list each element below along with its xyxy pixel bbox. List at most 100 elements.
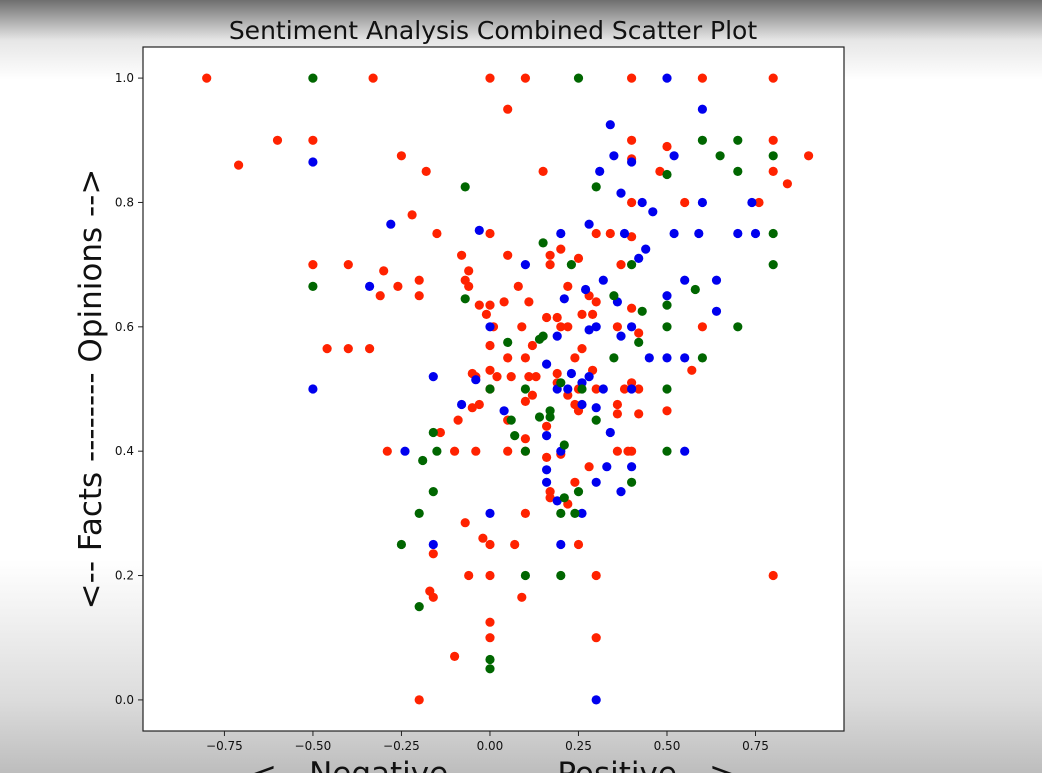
- data-point: [414, 275, 424, 285]
- data-point: [637, 306, 647, 316]
- data-point: [591, 633, 601, 643]
- data-point: [641, 244, 651, 254]
- data-point: [570, 477, 580, 487]
- data-point: [517, 592, 527, 602]
- data-point: [627, 232, 637, 242]
- data-point: [573, 487, 584, 497]
- data-point: [520, 384, 531, 394]
- data-point: [485, 617, 495, 627]
- data-point: [662, 384, 672, 394]
- data-point: [474, 225, 484, 235]
- data-point: [697, 73, 708, 83]
- data-point: [627, 446, 637, 456]
- data-point: [616, 487, 626, 497]
- data-point: [662, 406, 672, 416]
- data-point: [386, 219, 396, 229]
- data-point: [375, 291, 385, 301]
- data-point: [627, 73, 637, 83]
- data-point: [513, 281, 523, 291]
- data-point: [396, 539, 406, 550]
- data-point: [559, 493, 569, 503]
- data-point: [520, 446, 531, 456]
- data-point: [534, 334, 545, 344]
- data-point: [577, 384, 587, 394]
- data-point: [697, 197, 708, 208]
- data-point: [343, 344, 353, 354]
- data-point: [382, 446, 392, 456]
- data-point: [662, 353, 672, 363]
- data-point: [598, 384, 608, 394]
- data-point: [308, 157, 318, 167]
- data-point: [680, 275, 690, 285]
- data-point: [662, 300, 672, 310]
- data-point: [680, 446, 690, 456]
- data-point: [556, 322, 566, 332]
- data-point: [768, 73, 778, 83]
- data-point: [308, 281, 318, 291]
- data-point: [573, 539, 584, 550]
- y-tick-label: 1.0: [115, 71, 134, 85]
- data-point: [634, 337, 644, 347]
- data-point: [460, 518, 470, 528]
- x-axis-ticks: −0.75 −0.50 −0.25 0.00 0.25 0.50 0.75: [206, 731, 769, 753]
- data-point: [542, 359, 552, 369]
- data-point: [520, 73, 531, 83]
- data-point: [421, 166, 431, 176]
- data-point: [669, 151, 679, 161]
- data-point: [566, 260, 577, 270]
- data-point: [612, 322, 623, 332]
- data-point: [627, 477, 637, 487]
- data-point: [644, 353, 654, 363]
- data-point: [570, 353, 580, 363]
- data-point: [634, 253, 644, 263]
- data-point: [697, 135, 708, 145]
- data-point: [602, 462, 612, 472]
- data-point: [414, 291, 424, 301]
- data-point: [627, 157, 637, 167]
- data-point: [234, 160, 244, 170]
- data-point: [457, 250, 467, 260]
- data-point: [556, 539, 566, 550]
- data-point: [804, 151, 814, 161]
- data-point: [464, 266, 474, 276]
- data-point: [559, 440, 569, 450]
- data-point: [627, 303, 637, 313]
- data-point: [747, 197, 757, 208]
- data-point: [556, 570, 566, 581]
- data-point: [584, 219, 594, 229]
- data-point: [450, 651, 460, 662]
- data-point: [414, 695, 424, 705]
- y-tick-label: 0.4: [115, 444, 134, 458]
- data-point: [609, 151, 619, 161]
- data-point: [520, 353, 531, 363]
- data-point: [308, 73, 318, 83]
- data-point: [503, 353, 513, 363]
- data-point: [768, 260, 778, 270]
- data-point: [591, 182, 601, 192]
- data-point: [605, 427, 615, 438]
- data-point: [566, 368, 577, 379]
- data-point: [527, 390, 538, 400]
- data-point: [414, 508, 424, 518]
- data-point: [542, 465, 552, 475]
- data-point: [655, 166, 665, 176]
- data-point: [637, 197, 647, 208]
- data-point: [485, 322, 495, 332]
- data-point: [598, 275, 608, 285]
- data-point: [365, 344, 375, 354]
- data-point: [694, 228, 704, 239]
- data-point: [577, 344, 587, 354]
- data-point: [524, 372, 534, 382]
- data-point: [457, 399, 467, 410]
- data-point: [485, 73, 495, 83]
- data-point: [612, 409, 623, 419]
- data-point: [400, 446, 410, 456]
- data-point: [591, 297, 601, 307]
- data-point: [503, 104, 513, 114]
- data-point: [715, 151, 725, 161]
- data-point: [584, 462, 594, 472]
- data-point: [634, 384, 644, 394]
- data-point: [464, 281, 474, 291]
- data-point: [396, 151, 406, 161]
- data-point: [308, 384, 318, 394]
